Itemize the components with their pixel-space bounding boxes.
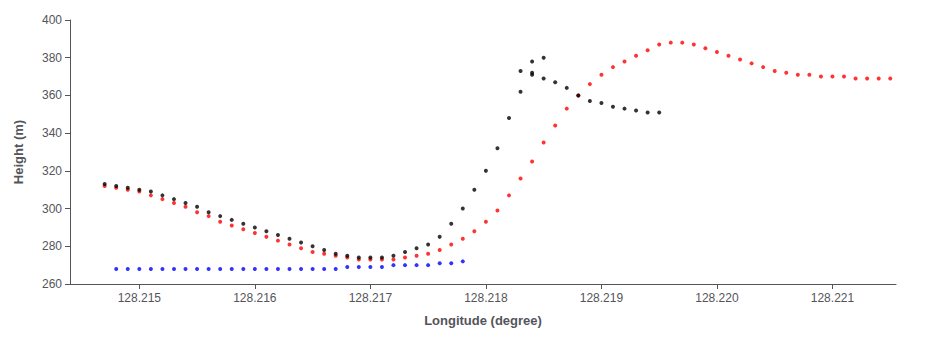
svg-text:380: 380 (42, 51, 62, 65)
svg-text:280: 280 (42, 239, 62, 253)
svg-text:128.219: 128.219 (580, 291, 624, 305)
svg-text:128.220: 128.220 (695, 291, 739, 305)
svg-text:320: 320 (42, 164, 62, 178)
svg-text:300: 300 (42, 202, 62, 216)
svg-text:Height (m): Height (m) (11, 120, 26, 184)
svg-text:128.218: 128.218 (464, 291, 508, 305)
svg-text:360: 360 (42, 88, 62, 102)
svg-text:400: 400 (42, 13, 62, 27)
svg-text:128.217: 128.217 (349, 291, 393, 305)
svg-text:340: 340 (42, 126, 62, 140)
svg-text:128.221: 128.221 (811, 291, 855, 305)
svg-text:260: 260 (42, 277, 62, 291)
svg-text:128.215: 128.215 (118, 291, 162, 305)
svg-text:128.216: 128.216 (233, 291, 277, 305)
svg-text:Longitude (degree): Longitude (degree) (424, 313, 542, 328)
